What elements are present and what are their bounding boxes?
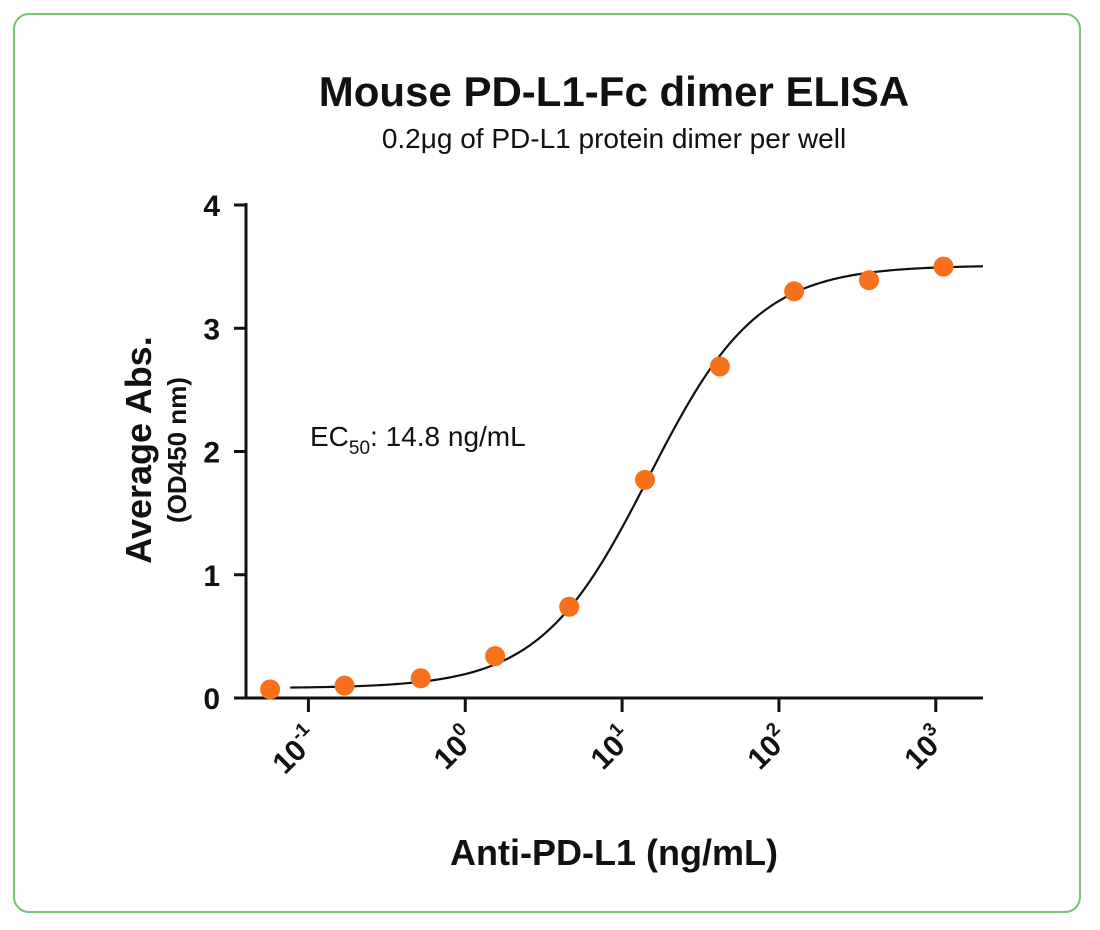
y-tick-label: 3 <box>203 313 220 346</box>
y-tick-label: 1 <box>203 560 220 593</box>
y-axis-label-sub: (OD450 nm) <box>162 377 192 523</box>
data-point <box>559 596 580 617</box>
y-tick-label: 0 <box>203 683 220 716</box>
ec50-annotation: EC50: 14.8 ng/mL <box>310 421 526 459</box>
y-ticks: 0 1 2 3 4 <box>203 190 246 716</box>
data-point <box>635 469 656 490</box>
x-ticks: 10-1 100 101 102 103 <box>264 698 952 781</box>
chart-frame <box>13 13 1081 913</box>
data-points <box>260 256 954 700</box>
data-point <box>784 281 805 302</box>
data-point <box>933 256 954 277</box>
ec50-subscript: 50 <box>349 438 370 459</box>
data-point <box>709 356 730 377</box>
ec50-prefix: EC <box>310 421 349 452</box>
x-tick-label: 102 <box>739 719 796 776</box>
data-point <box>485 646 506 667</box>
y-axis-label-group: Average Abs. (OD450 nm) <box>118 336 192 563</box>
y-tick-label: 4 <box>203 190 220 223</box>
x-tick-label: 103 <box>895 719 952 776</box>
data-point <box>334 675 355 696</box>
ec50-suffix: : 14.8 ng/mL <box>370 421 526 452</box>
chart-subtitle: 0.2μg of PD-L1 protein dimer per well <box>382 123 846 154</box>
x-axis-label: Anti-PD-L1 (ng/mL) <box>450 832 778 873</box>
chart-title: Mouse PD-L1-Fc dimer ELISA <box>319 68 909 115</box>
data-point <box>410 668 431 689</box>
x-tick-label: 101 <box>582 718 640 776</box>
data-point <box>858 270 879 291</box>
y-axis-label: Average Abs. <box>118 336 159 563</box>
y-tick-label: 2 <box>203 437 220 470</box>
data-point <box>260 679 281 700</box>
x-tick-label: 10-1 <box>264 718 326 780</box>
x-tick-label: 100 <box>425 719 482 776</box>
